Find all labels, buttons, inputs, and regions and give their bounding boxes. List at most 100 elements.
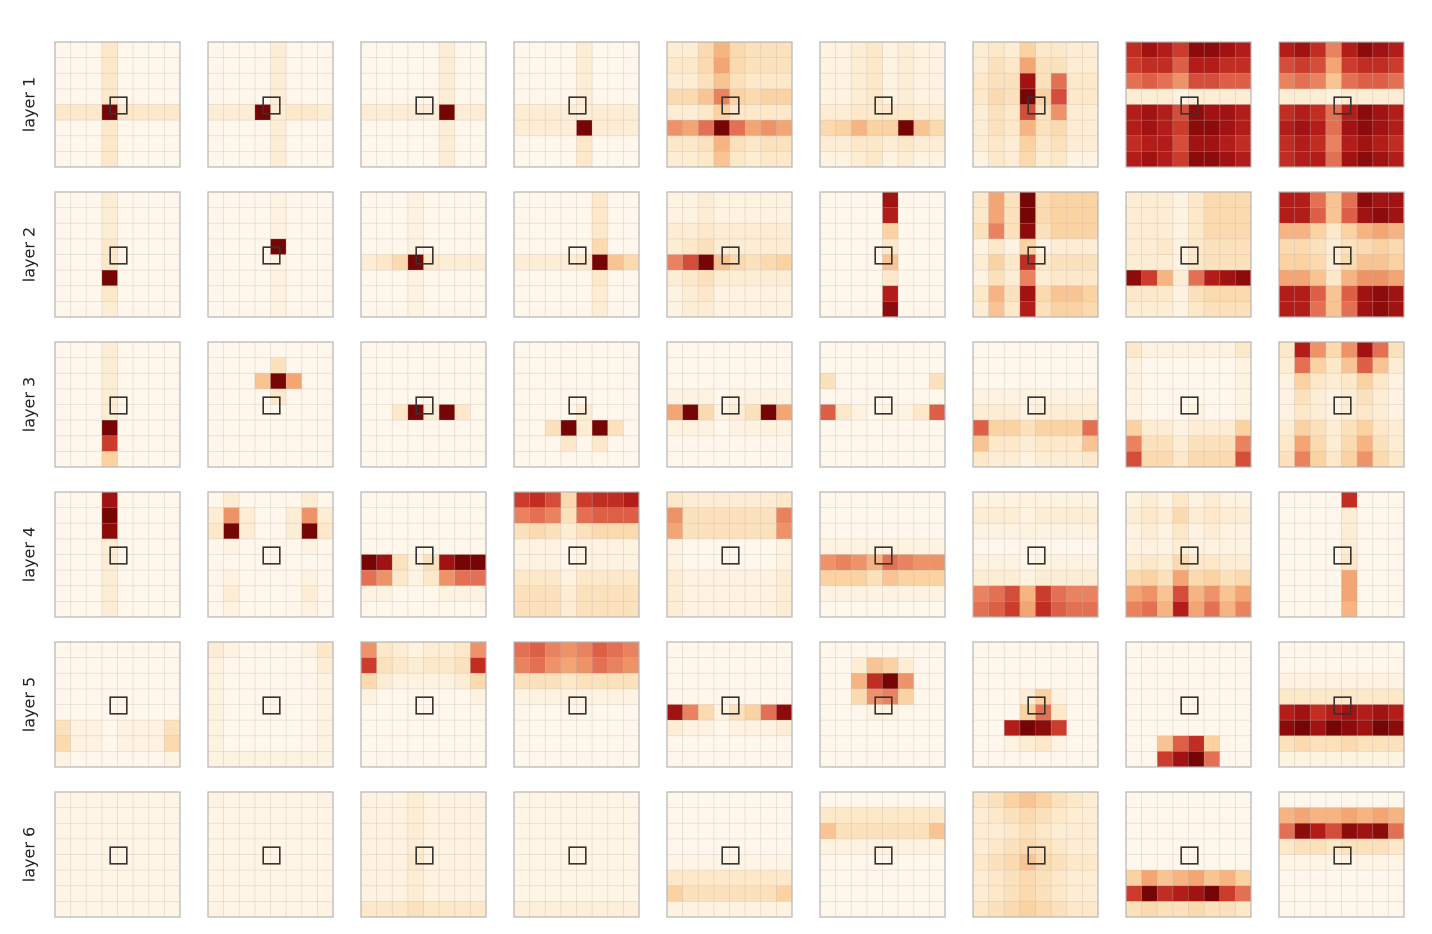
heatmap-cell <box>1310 642 1326 658</box>
heatmap-cell <box>148 388 165 405</box>
heatmap-cell <box>1357 735 1373 752</box>
heatmap-cell <box>776 838 793 855</box>
heatmap-cell <box>1279 870 1295 886</box>
heatmap-cell <box>392 885 408 902</box>
heatmap-cell <box>1219 673 1236 689</box>
query-pixel-marker <box>1180 246 1199 265</box>
heatmap-panel <box>819 791 946 918</box>
heatmap-panel <box>1125 341 1252 468</box>
heatmap-cell <box>882 704 899 721</box>
heatmap-cell <box>439 901 455 918</box>
heatmap-cell <box>70 357 87 374</box>
heatmap-cell <box>1310 285 1326 302</box>
heatmap-cell <box>929 870 946 886</box>
query-pixel-marker <box>874 96 893 115</box>
heatmap-cell <box>973 751 989 768</box>
heatmap-cell <box>101 151 118 168</box>
heatmap-cell <box>86 870 102 886</box>
heatmap-cell <box>560 151 577 168</box>
heatmap-cell <box>1372 135 1389 152</box>
heatmap-cell <box>713 42 730 58</box>
heatmap-cell <box>361 720 377 736</box>
heatmap-cell <box>1141 192 1158 208</box>
heatmap-cell <box>1325 673 1342 689</box>
heatmap-cell <box>898 792 914 808</box>
heatmap-cell <box>376 554 393 571</box>
heatmap-cell <box>1341 435 1358 452</box>
heatmap-cell <box>682 404 699 421</box>
heatmap-cell <box>545 751 561 768</box>
heatmap-cell <box>1066 885 1083 902</box>
heatmap-cell <box>623 238 640 255</box>
heatmap-cell <box>898 657 914 674</box>
heatmap-cell <box>254 223 271 239</box>
heatmap-cell <box>592 451 608 468</box>
heatmap-cell <box>1372 404 1389 421</box>
heatmap-cell <box>698 88 714 105</box>
heatmap-cell <box>164 751 181 768</box>
heatmap-cell <box>851 88 867 105</box>
heatmap-cell <box>866 301 883 318</box>
heatmap-cell <box>973 601 989 618</box>
heatmap-cell <box>607 570 624 586</box>
heatmap-cell <box>576 570 593 586</box>
heatmap-cell <box>1219 238 1236 255</box>
heatmap-cell <box>1082 404 1099 421</box>
heatmap-cell <box>439 342 455 358</box>
heatmap-cell <box>851 642 867 658</box>
heatmap-cell <box>529 420 546 436</box>
heatmap-cell <box>1357 823 1373 839</box>
heatmap-cell <box>745 254 761 271</box>
heatmap-cell <box>117 823 134 839</box>
heatmap-cell <box>545 451 561 468</box>
heatmap-cell <box>545 435 561 452</box>
heatmap-cell <box>576 207 593 224</box>
heatmap-cell <box>776 807 793 824</box>
heatmap-cell <box>1325 507 1342 524</box>
heatmap-cell <box>576 57 593 74</box>
heatmap-cell <box>1188 342 1205 358</box>
heatmap-cell <box>623 270 640 286</box>
heatmap-cell <box>623 807 640 824</box>
heatmap-cell <box>1204 523 1220 539</box>
heatmap-panel <box>54 491 181 618</box>
heatmap-cell <box>1219 120 1236 136</box>
heatmap-cell <box>1204 135 1220 152</box>
heatmap-cell <box>607 838 624 855</box>
heatmap-cell <box>1235 554 1252 571</box>
heatmap-cell <box>1294 885 1311 902</box>
heatmap-cell <box>1188 73 1205 89</box>
heatmap-cell <box>239 554 255 571</box>
heatmap-cell <box>1388 420 1405 436</box>
heatmap-cell <box>1082 88 1099 105</box>
heatmap-cell <box>529 270 546 286</box>
heatmap-cell <box>851 435 867 452</box>
heatmap-cell <box>270 120 287 136</box>
heatmap-cell <box>1141 570 1158 586</box>
heatmap-cell <box>698 570 714 586</box>
heatmap-cell <box>1141 735 1158 752</box>
heatmap-cell <box>361 704 377 721</box>
heatmap-cell <box>1341 507 1358 524</box>
heatmap-cell <box>148 523 165 539</box>
heatmap-cell <box>407 301 424 318</box>
heatmap-cell <box>866 885 883 902</box>
heatmap-cell <box>439 673 455 689</box>
heatmap-cell <box>1066 301 1083 318</box>
heatmap-cell <box>1172 357 1189 374</box>
heatmap-cell <box>514 720 530 736</box>
heatmap-cell <box>148 301 165 318</box>
heatmap-cell <box>1051 585 1067 602</box>
heatmap-cell <box>560 270 577 286</box>
heatmap-cell <box>133 507 149 524</box>
heatmap-cell <box>1188 523 1205 539</box>
heatmap-cell <box>1294 373 1311 389</box>
heatmap-cell <box>1051 223 1067 239</box>
heatmap-cell <box>270 373 287 389</box>
heatmap-cell <box>1388 104 1405 121</box>
heatmap-cell <box>1204 373 1220 389</box>
heatmap-cell <box>317 704 334 721</box>
heatmap-cell <box>988 838 1005 855</box>
heatmap-cell <box>1141 301 1158 318</box>
heatmap-cell <box>851 57 867 74</box>
